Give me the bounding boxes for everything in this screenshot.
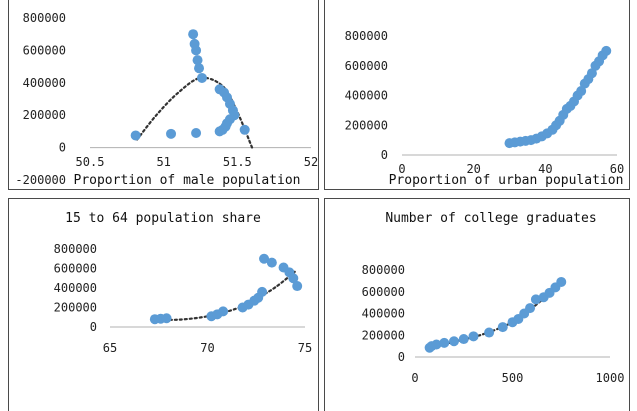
data-point <box>458 334 469 345</box>
x-tick-label: 0 <box>411 371 418 385</box>
data-point <box>266 257 277 268</box>
data-point <box>130 130 141 141</box>
y-tick-label: 800000 <box>54 242 97 256</box>
data-point <box>530 294 541 305</box>
x-tick-label: 1000 <box>596 371 625 385</box>
y-tick-label: 200000 <box>362 328 405 342</box>
y-tick-label: 400000 <box>362 307 405 321</box>
chart-title: 15 to 64 population share <box>65 211 261 226</box>
y-tick-label: 400000 <box>23 76 66 90</box>
data-point <box>601 45 612 56</box>
data-point <box>166 128 177 139</box>
y-tick-label: 200000 <box>54 301 97 315</box>
data-point <box>192 55 203 66</box>
data-point <box>214 126 225 137</box>
data-point <box>188 29 199 40</box>
data-point <box>586 68 597 79</box>
x-axis-label: Proportion of male population <box>74 173 301 188</box>
y-tick-label: 800000 <box>362 263 405 277</box>
data-point <box>484 327 495 338</box>
data-point <box>194 63 205 74</box>
y-tick-label: 600000 <box>54 262 97 276</box>
data-point <box>161 313 172 324</box>
y-tick-label: 0 <box>59 141 66 155</box>
chart-2: 0 200000 400000 600000 800000 0 20 40 60Proporti… <box>345 29 625 188</box>
chart-1: -200000 0 200000 400000 600000 800000 50.5 51 51… <box>15 11 318 188</box>
x-tick-label: 40 <box>538 162 552 176</box>
trendline <box>428 280 563 349</box>
data-point <box>431 339 442 350</box>
y-tick-label: 600000 <box>23 43 66 57</box>
y-tick-label: 800000 <box>23 11 66 25</box>
x-tick-label: 51 <box>156 155 170 169</box>
data-point <box>497 322 508 333</box>
x-tick-label: 75 <box>298 341 312 355</box>
chart-panel-working-age <box>8 198 319 411</box>
y-tick-label: 0 <box>398 350 405 364</box>
y-tick-label: 200000 <box>23 108 66 122</box>
data-point <box>556 276 567 287</box>
data-point <box>218 306 229 317</box>
y-tick-label: 400000 <box>345 89 388 103</box>
x-tick-label: 51.5 <box>223 155 252 169</box>
chart-panel-male <box>8 0 319 190</box>
data-point <box>525 303 536 314</box>
chart-title: Number of college graduates <box>385 211 596 226</box>
x-tick-label: 50.5 <box>76 155 105 169</box>
chart-panel-graduates <box>324 198 630 411</box>
data-point <box>449 336 459 347</box>
data-point <box>288 273 299 284</box>
data-point <box>191 128 202 139</box>
y-tick-label: -200000 <box>15 173 66 187</box>
data-point <box>439 337 450 348</box>
data-point <box>191 45 202 56</box>
data-point <box>239 124 250 135</box>
x-tick-label: 70 <box>200 341 214 355</box>
chart-3: 0 200000 400000 600000 800000 65 70 75 15 to 64 … <box>54 211 313 355</box>
y-tick-label: 800000 <box>345 29 388 43</box>
y-tick-label: 200000 <box>345 118 388 132</box>
y-tick-label: 600000 <box>362 285 405 299</box>
data-point <box>292 281 303 292</box>
chart-4: 0 200000 400000 600000 800000 0 500 1000 Number … <box>362 211 625 385</box>
data-point <box>468 331 479 342</box>
x-tick-label: 0 <box>398 162 405 176</box>
y-tick-label: 400000 <box>54 281 97 295</box>
y-tick-label: 600000 <box>345 59 388 73</box>
data-point <box>196 72 207 83</box>
x-axis-label: Proportion of urban population <box>389 173 624 188</box>
x-tick-label: 500 <box>502 371 524 385</box>
data-point <box>257 286 268 297</box>
data-point <box>576 86 587 97</box>
y-tick-label: 0 <box>381 148 388 162</box>
x-tick-label: 60 <box>610 162 624 176</box>
x-tick-label: 65 <box>103 341 117 355</box>
data-point <box>259 253 270 264</box>
y-tick-label: 0 <box>90 320 97 334</box>
x-tick-label: 20 <box>466 162 480 176</box>
x-tick-label: 52 <box>304 155 318 169</box>
trendline <box>153 270 297 321</box>
